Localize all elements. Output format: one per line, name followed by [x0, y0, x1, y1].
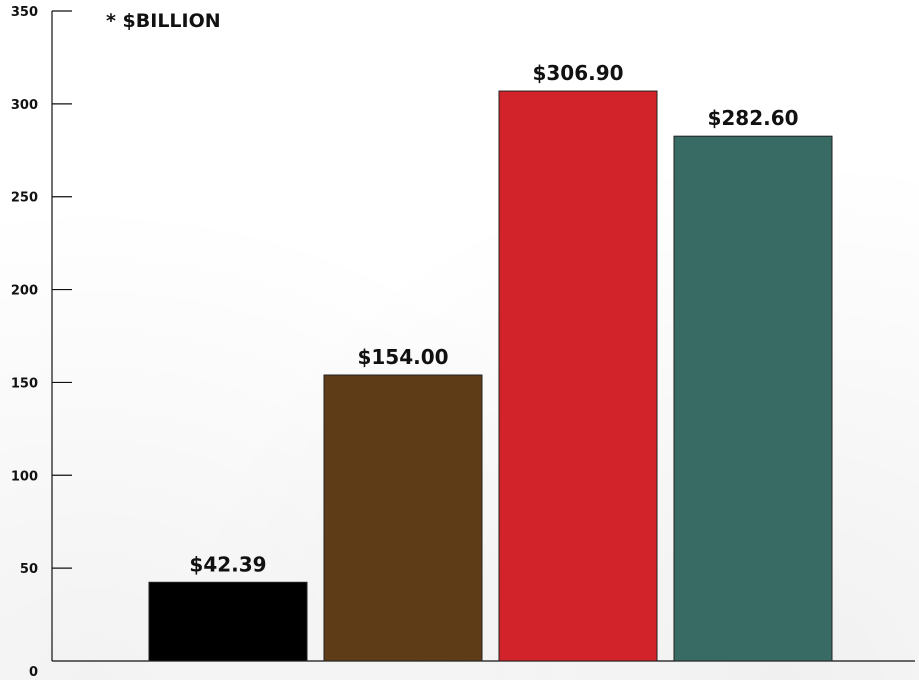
bar [498, 90, 658, 662]
bar-value-label: $42.39 [189, 552, 266, 576]
bar-value-label: $306.90 [532, 61, 623, 85]
value-labels: $42.39 $154.00 $306.90 $282.60 [189, 61, 798, 576]
y-tick-label: 200 [11, 284, 38, 299]
bar [148, 581, 308, 662]
bar-value-label: $154.00 [357, 345, 448, 369]
y-axis-ticks: 0 50 100 150 200 250 300 350 [11, 5, 72, 680]
y-tick-label: 300 [11, 98, 38, 113]
bar-value-label: $282.60 [707, 106, 798, 130]
bar [673, 135, 833, 662]
bars [148, 90, 833, 662]
y-tick-label: 0 [29, 665, 38, 680]
y-tick-label: 50 [20, 562, 38, 577]
y-tick-label: 250 [11, 191, 38, 206]
y-tick-label: 350 [11, 5, 38, 20]
unit-label: * $BILLION [106, 10, 221, 32]
y-tick-label: 150 [11, 376, 38, 391]
bar [323, 374, 483, 662]
y-tick-label: 100 [11, 469, 38, 484]
